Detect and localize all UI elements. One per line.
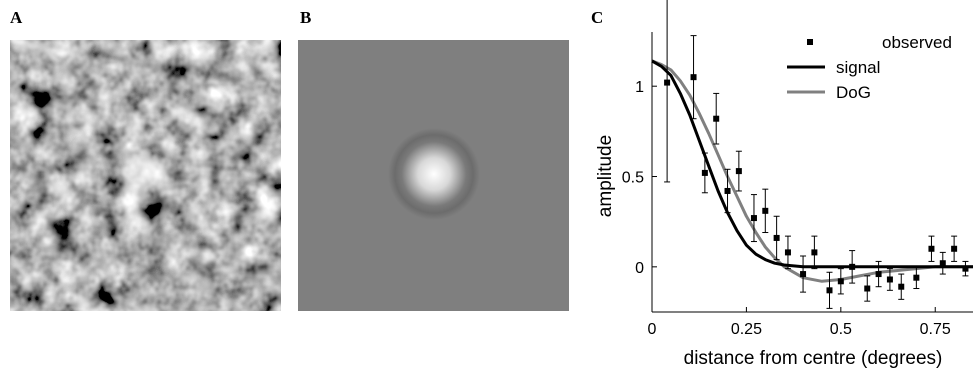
noise-stimulus-image [10,40,281,311]
panel-c-label: C [591,8,604,27]
x-tick-label: 0.5 [830,321,852,338]
data-point [826,287,833,294]
legend-marker-observed [807,39,813,45]
x-tick-label: 0.75 [920,321,951,338]
y-tick-label: 0.5 [622,170,644,187]
legend-label-observed: observed [882,33,952,52]
x-tick-label: 0.25 [731,321,762,338]
data-point [750,215,757,222]
x-axis-label: distance from centre (degrees) [684,348,943,369]
data-point [849,263,856,270]
data-point [875,271,882,278]
panel-b-label: B [300,8,312,27]
data-point [724,187,731,194]
data-point [962,265,969,272]
data-point [784,249,791,256]
data-point [713,115,720,122]
data-point [800,271,807,278]
data-point [735,168,742,175]
data-point [951,245,958,252]
data-point [811,249,818,256]
legend-label-dog: DoG [836,83,871,102]
data-point [773,234,780,241]
model-filter-image [298,40,569,311]
data-point [690,74,697,81]
data-point [886,276,893,283]
data-point [864,285,871,292]
data-point [762,207,769,214]
data-point [928,245,935,252]
data-point [939,260,946,267]
data-point [664,79,671,86]
series-line-signal [651,59,973,269]
data-point [837,278,844,285]
data-point [898,283,905,290]
y-axis-label: amplitude [595,135,616,217]
data-point [913,274,920,281]
series-line-dog [651,59,973,283]
panel-a-label: A [10,8,23,27]
data-point [701,169,708,176]
x-tick-label: 0 [648,321,657,338]
legend-label-signal: signal [836,58,880,77]
y-tick-label: 0 [635,260,644,277]
y-tick-label: 1 [635,79,644,96]
